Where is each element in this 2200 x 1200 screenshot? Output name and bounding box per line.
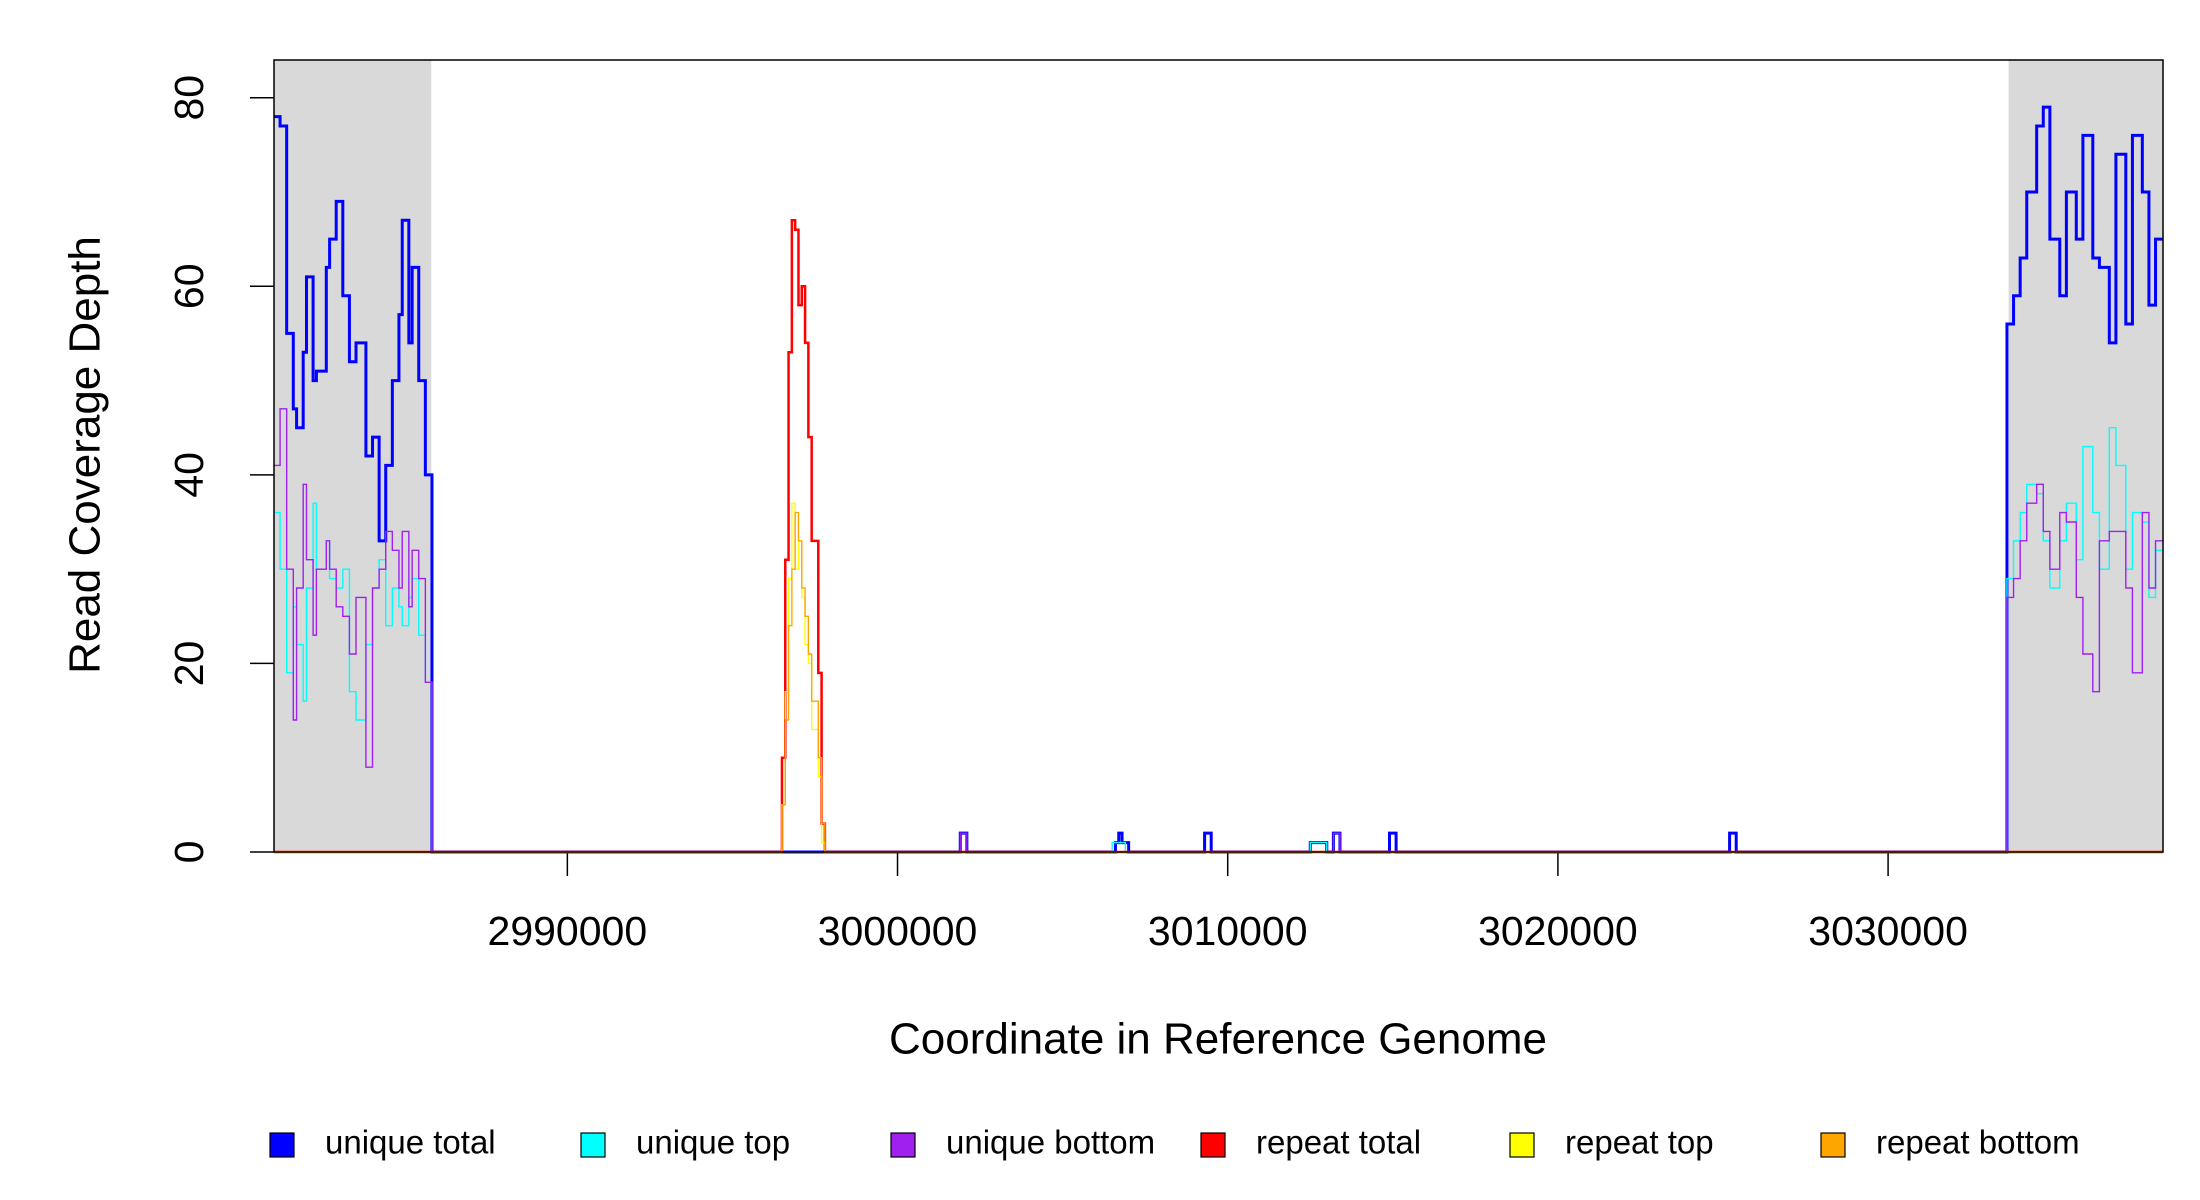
legend-swatch — [1820, 1132, 1846, 1158]
legend-label: repeat total — [1256, 1124, 1421, 1161]
series-line — [274, 408, 2163, 853]
series-line — [274, 105, 2163, 854]
y-tick-label: 0 — [166, 841, 212, 864]
legend-label: unique total — [325, 1124, 496, 1161]
plot-frame — [273, 59, 2164, 853]
series-line — [274, 427, 2163, 853]
legend-label: repeat top — [1565, 1124, 1714, 1161]
y-axis-title: Read Coverage Depth — [61, 236, 110, 674]
x-axis-title: Coordinate in Reference Genome — [889, 1015, 1547, 1064]
legend-swatch — [269, 1132, 295, 1158]
legend-swatch — [1509, 1132, 1535, 1158]
shaded-region — [2008, 60, 2163, 852]
series-line — [274, 502, 2163, 853]
y-tick-label: 60 — [166, 263, 212, 309]
series-line — [274, 219, 2163, 854]
y-tick-label: 40 — [166, 452, 212, 498]
legend-label: repeat bottom — [1876, 1124, 2080, 1161]
legend-label: unique top — [636, 1124, 790, 1161]
legend-swatch — [1200, 1132, 1226, 1158]
y-tick-label: 80 — [166, 75, 212, 121]
shaded-region — [274, 60, 432, 852]
x-tick-label: 3020000 — [1478, 908, 1638, 954]
series-line — [274, 511, 2163, 853]
x-tick-label: 3010000 — [1148, 908, 1308, 954]
legend-swatch — [580, 1132, 606, 1158]
y-tick-label: 20 — [166, 641, 212, 687]
x-tick-label: 3030000 — [1808, 908, 1968, 954]
legend-swatch — [890, 1132, 916, 1158]
legend-label: unique bottom — [946, 1124, 1155, 1161]
x-tick-label: 2990000 — [488, 908, 648, 954]
x-tick-label: 3000000 — [818, 908, 978, 954]
